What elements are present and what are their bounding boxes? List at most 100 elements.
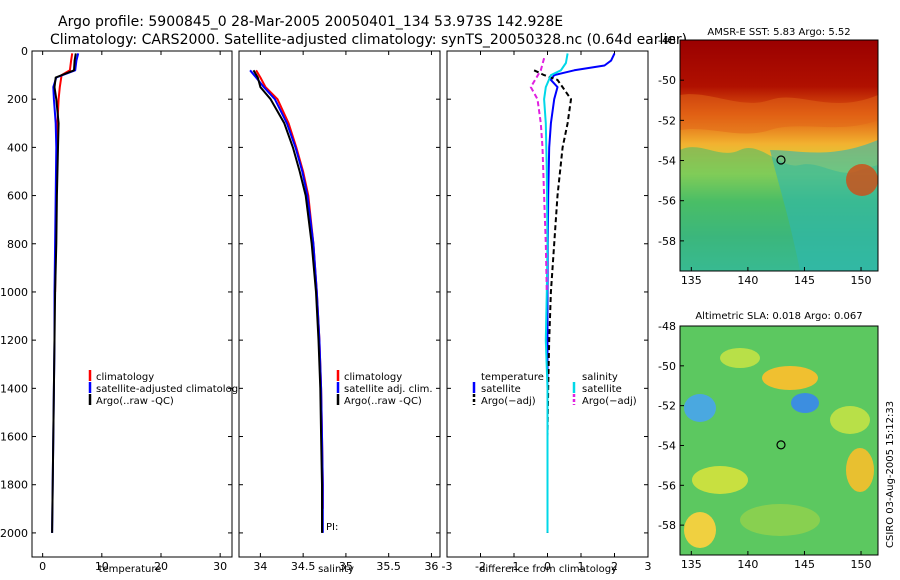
sla-axis-ticks: 135 140 145 150 -48 -50 -52 -54 -56 -58 [658,320,871,571]
y-tick-label: 2000 [0,527,28,540]
x-tick-label: 1 [578,560,585,573]
x-tick-label: 36 [424,560,438,573]
sla-map-frame [679,325,879,556]
x-tick-label: 35 [339,560,353,573]
legend-label-sal-satellite: satellite [582,384,622,395]
y-tick-label: -48 [658,320,676,333]
sla-argo-location-marker [776,440,786,450]
salinity-panel: 34 34.5 35 35.5 36 salinity PI: climatology … [238,50,441,575]
figure-title-line1: Argo profile: 5900845_0 28-Mar-2005 2005… [58,14,563,30]
y-tick-label: -56 [658,195,676,208]
y-tick-label: 400 [7,141,28,154]
x-tick-label: 135 [681,558,702,571]
x-tick-label: 2 [611,560,618,573]
x-tick-label: 145 [794,558,815,571]
x-tick-label: -1 [509,560,520,573]
y-tick-label: 1400 [0,382,28,395]
x-tick-label: 10 [95,560,109,573]
x-tick-label: 35.5 [376,560,401,573]
difference-panel: -3 -2 -1 0 1 2 3 difference from climatology t… [442,50,652,575]
y-tick-label: 200 [7,93,28,106]
series-line-salinity-satellite [543,53,569,533]
difference-axis-ticks: -3 -2 -1 0 1 2 3 [442,50,652,573]
temperature-legend: climatology satellite-adjusted climatolo… [88,370,244,407]
sla-side-timestamp: CSIRO 03-Aug-2005 15:12:33 [885,401,896,548]
y-tick-label: 1200 [0,334,28,347]
sst-map-panel: AMSR-E SST: 5.83 Argo: 5.52 135 140 145 150… [658,27,879,287]
sla-yellow-patch [830,406,870,434]
x-tick-label: 140 [737,558,758,571]
sla-high-patch [684,512,716,548]
temperature-axis-label: temperature [99,564,162,575]
salinity-pi-annotation: PI: [326,522,338,533]
salinity-profile-lines [249,69,324,533]
sst-front-band [680,94,878,134]
difference-legend-salinity: salinity satellite Argo(−adj) [572,372,637,407]
sst-map-title: AMSR-E SST: 5.83 Argo: 5.52 [707,27,850,38]
x-tick-label: 30 [213,560,227,573]
x-tick-label: 0 [39,560,46,573]
difference-profile-lines [529,52,616,533]
y-tick-label: 800 [7,238,28,251]
temperature-panel: 0 10 20 30 0 200 400 600 800 1000 1200 1400 1600 1800… [0,45,244,575]
y-tick-label: -58 [658,519,676,532]
y-tick-label: 1800 [0,479,28,492]
y-tick-label: 0 [21,45,28,58]
sla-high-patch [846,448,874,492]
y-tick-label: 600 [7,190,28,203]
x-tick-label: 140 [737,274,758,287]
sla-heatmap [680,326,878,555]
y-tick-label: -58 [658,235,676,248]
x-tick-label: 150 [851,558,872,571]
sla-map-panel: Altimetric SLA: 0.018 Argo: 0.067 135 140… [658,311,896,571]
legend-label-sal-argo: Argo(−adj) [582,396,637,407]
x-tick-label: 34.5 [291,560,316,573]
x-tick-label: 0 [544,560,551,573]
sla-low-patch [791,393,819,413]
x-tick-label: -2 [475,560,486,573]
sst-argo-location-marker [776,155,786,165]
legend-heading-salinity: salinity [582,372,618,383]
legend-label-argo: Argo(..raw -QC) [96,396,174,407]
series-line-salinity-argo-adj- [529,57,548,293]
sst-warm-eddy [846,164,878,196]
temperature-profile-lines [51,53,80,533]
y-tick-label: -52 [658,114,676,127]
x-tick-label: 145 [794,274,815,287]
salinity-axis-label: salinity [318,564,354,575]
legend-label-temp-argo: Argo(−adj) [481,396,536,407]
legend-label-climatology: climatology [96,372,154,383]
figure-title-line2: Climatology: CARS2000. Satellite-adjuste… [50,32,687,48]
series-line-argo-raw-qc- [252,69,323,533]
x-tick-label: -3 [442,560,453,573]
y-tick-label: -50 [658,360,676,373]
x-tick-label: 135 [681,274,702,287]
legend-label-satellite: satellite-adjusted climatology [96,384,244,395]
sst-map-frame [679,39,879,272]
difference-legend-temperature: temperature satellite Argo(−adj) [472,372,544,407]
series-line-argo-raw-qc- [51,53,77,533]
temperature-axes-frame [31,50,233,558]
sla-yellow-patch [692,466,748,494]
y-tick-label: -50 [658,74,676,87]
x-tick-label: 34 [253,560,267,573]
legend-label-satellite: satellite adj. clim. [344,384,433,395]
x-tick-label: 3 [645,560,652,573]
y-tick-label: -48 [658,34,676,47]
sla-mid-patch [740,504,820,536]
y-tick-label: -54 [658,439,676,452]
temperature-axis-ticks: 0 10 20 30 0 200 400 600 800 1000 1200 1400 1600 1800… [0,45,232,573]
series-line-temperature-argo-adj- [533,69,572,533]
y-tick-label: -56 [658,479,676,492]
legend-label-climatology: climatology [344,372,402,383]
difference-axis-label: difference from climatology [479,564,617,575]
x-tick-label: 20 [154,560,168,573]
legend-label-argo: Argo(..raw -QC) [344,396,422,407]
y-tick-label: 1000 [0,286,28,299]
legend-heading-temperature: temperature [481,372,544,383]
salinity-legend: climatology satellite adj. clim. Argo(..… [336,370,433,407]
sla-high-patch [762,366,818,390]
sla-low-patch [684,394,716,422]
legend-label-temp-satellite: satellite [481,384,521,395]
